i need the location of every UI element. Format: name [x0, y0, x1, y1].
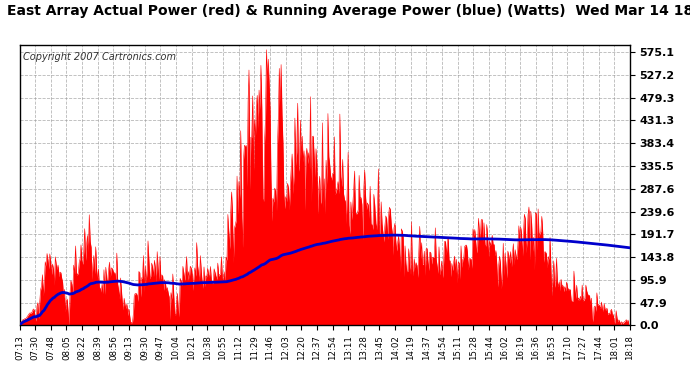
- Text: Copyright 2007 Cartronics.com: Copyright 2007 Cartronics.com: [23, 52, 175, 62]
- Text: East Array Actual Power (red) & Running Average Power (blue) (Watts)  Wed Mar 14: East Array Actual Power (red) & Running …: [7, 4, 690, 18]
